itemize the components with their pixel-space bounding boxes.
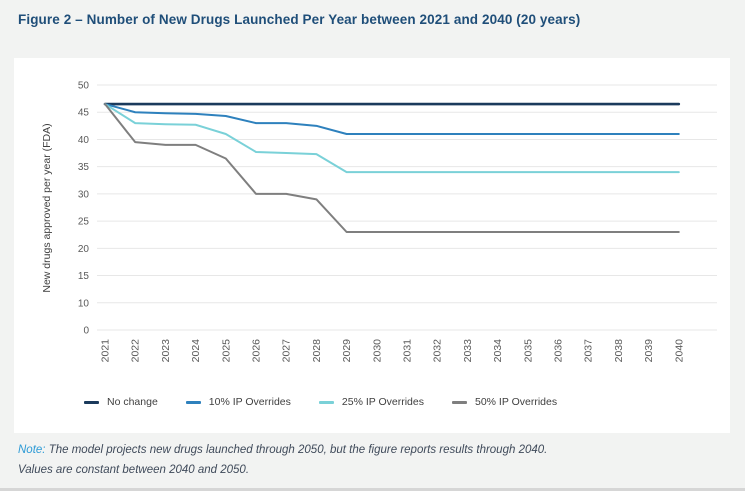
series-line-10-ip-overrides [104,103,680,135]
x-tick-label: 2035 [522,339,534,363]
legend-label: No change [107,396,158,408]
legend-label: 50% IP Overrides [474,396,558,408]
y-axis-title: New drugs approved per year (FDA) [41,123,53,292]
legend-swatch [318,400,334,404]
figure-title: Figure 2 – Number of New Drugs Launched … [18,12,581,27]
x-tick-label: 2031 [402,339,414,363]
y-tick-label: 35 [78,162,90,173]
x-tick-label: 2027 [281,339,293,363]
legend-swatch [84,400,99,404]
y-tick-label: 30 [78,189,90,200]
y-tick-label: 20 [78,244,90,255]
x-tick-label: 2033 [462,339,474,363]
legend-item: No change [84,396,158,408]
y-tick-label: 25 [78,217,90,228]
x-tick-label: 2021 [100,339,112,363]
x-tick-label: 2026 [251,339,263,363]
x-tick-label: 2040 [673,339,685,363]
legend-swatch [451,400,467,404]
note-label: Note: [18,444,46,456]
chart-legend: No change 10% IP Overrides 25% IP Override… [84,396,730,408]
x-tick-label: 2032 [432,339,444,363]
chart-card: 50 45 40 35 30 25 20 15 10 0 2021 2022 2023 2024 2025 2… [14,58,730,433]
legend-item: 25% IP Overrides [318,396,424,408]
series-line-25-ip-overrides [104,103,680,174]
x-tick-label: 2038 [613,339,625,363]
x-tick-label: 2028 [311,339,323,363]
x-tick-label: 2023 [160,339,172,363]
x-tick-label: 2024 [190,339,202,363]
y-tick-label: 15 [78,271,90,282]
legend-label: 10% IP Overrides [208,396,291,408]
x-tick-label: 2037 [583,339,595,363]
note-line1: The model projects new drugs launched th… [48,444,548,456]
line-chart-svg: 50 45 40 35 30 25 20 15 10 0 2021 2022 2023 2024 2025 2… [41,81,717,363]
figure-note: Note: The model projects new drugs launc… [18,440,718,480]
y-tick-label: 45 [78,108,90,119]
x-tick-label: 2039 [643,339,655,363]
note-line2: Values are constant between 2040 and 205… [18,464,250,476]
legend-label: 25% IP Overrides [341,396,424,408]
y-tick-label: 50 [78,81,90,92]
bottom-divider [0,488,745,491]
y-tick-label: 40 [78,135,90,146]
legend-swatch [185,400,201,404]
y-tick-label: 10 [78,298,90,309]
line-chart: 50 45 40 35 30 25 20 15 10 0 2021 2022 2023 2024 2025 2… [14,58,730,388]
legend-item: 10% IP Overrides [185,396,291,408]
x-tick-label: 2025 [220,339,232,363]
x-tick-label: 2034 [492,339,504,363]
x-tick-label: 2030 [371,339,383,363]
x-tick-label: 2029 [341,339,353,363]
x-tick-label: 2022 [130,339,142,363]
x-tick-label: 2036 [553,339,565,363]
legend-item: 50% IP Overrides [451,396,558,408]
y-tick-label: 0 [83,326,89,337]
series-line-50-ip-overrides [104,103,680,233]
